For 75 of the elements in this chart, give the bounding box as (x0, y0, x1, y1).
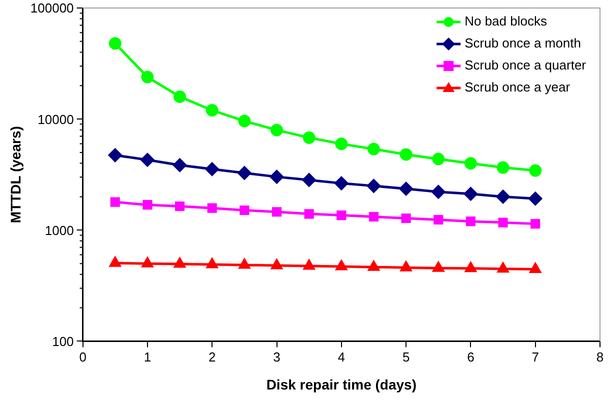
point (432, 185, 446, 199)
point (238, 114, 251, 128)
point (497, 262, 509, 273)
point (400, 261, 412, 272)
point (206, 258, 218, 268)
x-tick-label: 3 (273, 349, 280, 364)
point (206, 104, 218, 117)
point (270, 170, 284, 184)
point (108, 37, 122, 50)
y-tick-label: 1000 (44, 222, 74, 238)
point (142, 200, 152, 210)
point (108, 148, 122, 162)
point (238, 166, 252, 180)
point (271, 259, 282, 270)
point (110, 256, 121, 267)
point (335, 138, 348, 150)
point (302, 173, 316, 187)
x-tick-label: 7 (532, 349, 539, 364)
point (303, 260, 315, 270)
point (336, 210, 346, 220)
x-tick-label: 6 (467, 349, 474, 364)
point (110, 197, 120, 207)
point (173, 158, 187, 172)
point (434, 214, 444, 225)
point (140, 153, 154, 167)
point (465, 262, 476, 272)
point (529, 164, 542, 177)
point (141, 70, 154, 84)
point (334, 176, 348, 190)
point (270, 124, 283, 136)
point (530, 263, 541, 274)
point (302, 131, 316, 144)
point (530, 219, 540, 229)
point (432, 262, 444, 272)
point (366, 179, 380, 193)
y-tick-label: 10000 (38, 112, 74, 127)
point (368, 212, 379, 222)
legend-label: Scrub once a month (464, 36, 581, 51)
point (498, 218, 508, 228)
point (336, 260, 347, 270)
point (367, 142, 380, 156)
point (496, 190, 510, 204)
point (174, 201, 185, 212)
x-tick-label: 4 (338, 349, 346, 364)
point (240, 205, 250, 216)
x-tick-label: 0 (79, 349, 86, 364)
x-tick-label: 5 (402, 349, 410, 364)
point (496, 161, 510, 174)
point (304, 209, 314, 219)
point (399, 182, 413, 196)
y-tick-label: 100 (52, 334, 74, 349)
point (142, 257, 154, 268)
legend-label: No bad blocks (464, 14, 548, 29)
legend-label: Scrub once a year (464, 80, 571, 95)
point (400, 148, 412, 161)
legend-label: Scrub once a quarter (464, 58, 587, 73)
y-axis-title: MTTDL (years) (7, 126, 24, 224)
x-tick-label: 2 (208, 349, 216, 364)
point (368, 260, 380, 271)
x-axis-title: Disk repair time (days) (266, 376, 416, 392)
x-tick-label: 8 (596, 349, 604, 364)
x-tick-label: 1 (144, 349, 152, 364)
point (401, 213, 411, 224)
point (464, 187, 478, 201)
point (528, 192, 542, 206)
point (432, 152, 445, 166)
point (205, 162, 219, 176)
point (238, 258, 250, 269)
point (174, 90, 186, 103)
point (464, 157, 477, 170)
point (207, 203, 217, 213)
point (272, 207, 282, 217)
point (174, 258, 186, 268)
y-tick-label: 100000 (30, 0, 74, 16)
point (466, 216, 476, 226)
